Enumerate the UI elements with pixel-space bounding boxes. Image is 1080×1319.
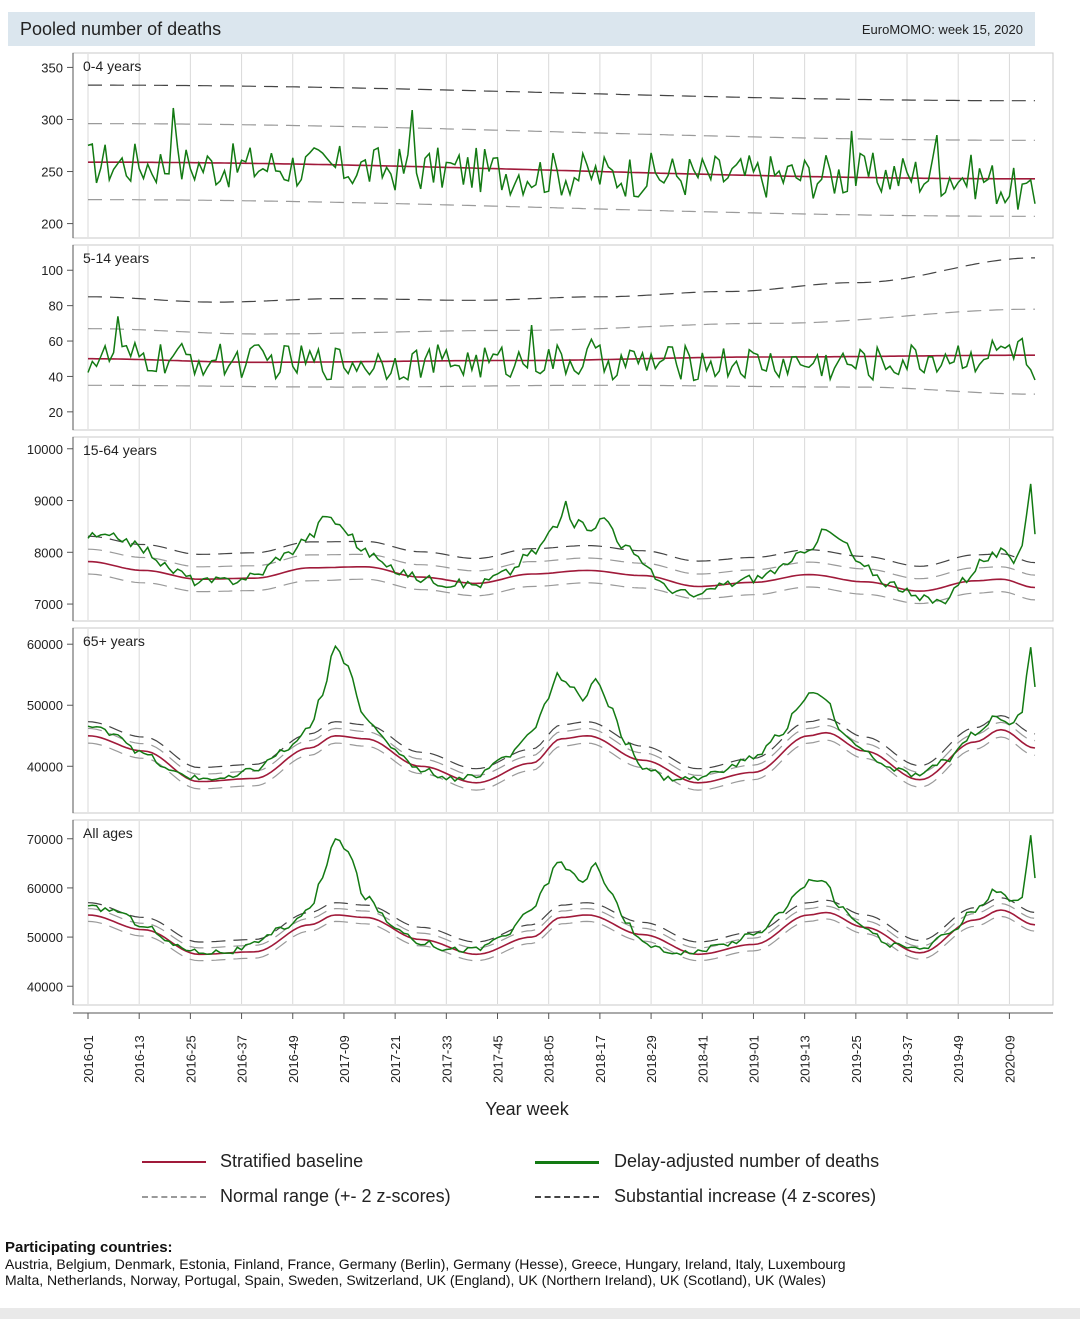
x-tick-label: 2017-33 xyxy=(439,1035,454,1083)
x-tick-label: 2016-49 xyxy=(286,1035,301,1083)
normal-range-lower-line xyxy=(88,199,1035,217)
panel-label: All ages xyxy=(83,825,133,841)
x-tick-label: 2019-25 xyxy=(849,1035,864,1083)
source-label: EuroMOMO: week 15, 2020 xyxy=(861,22,1023,37)
baseline-line xyxy=(87,909,1036,956)
substantial-increase-line xyxy=(87,714,1036,770)
y-tick-label: 100 xyxy=(41,263,63,278)
mortality-chart: 200 250 300 350 0-4 years 20 40 60 80 100 5-14 yea… xyxy=(27,52,1054,1119)
footer-heading: Participating countries: xyxy=(5,1239,173,1256)
panel-frame xyxy=(72,819,1054,1006)
baseline-line xyxy=(87,560,1036,592)
y-tick-label: 250 xyxy=(41,165,63,180)
deaths-line xyxy=(87,483,1036,605)
substantial-increase-line xyxy=(88,84,1035,102)
y-tick-label: 60000 xyxy=(27,881,63,896)
legend-baseline-swatch xyxy=(142,1161,206,1163)
panel-frame xyxy=(72,244,1054,431)
deaths-line xyxy=(87,316,1036,382)
x-axis-title: Year week xyxy=(485,1099,569,1119)
y-tick-label: 7000 xyxy=(34,597,63,612)
y-tick-label: 70000 xyxy=(27,832,63,847)
y-tick-label: 60 xyxy=(49,334,63,349)
x-tick-label: 2019-37 xyxy=(900,1035,915,1083)
substantial-increase-line xyxy=(88,257,1035,303)
y-tick-label: 350 xyxy=(41,60,63,75)
x-tick-label: 2016-25 xyxy=(183,1035,198,1083)
legend-deaths-swatch xyxy=(535,1161,599,1164)
normal-range-lower-line xyxy=(88,384,1035,395)
y-tick-label: 40000 xyxy=(27,759,63,774)
y-tick-label: 50000 xyxy=(27,930,63,945)
footer-countries-line1: Austria, Belgium, Denmark, Estonia, Finl… xyxy=(5,1256,846,1272)
x-tick-label: 2019-01 xyxy=(746,1035,761,1083)
y-tick-label: 50000 xyxy=(27,698,63,713)
legend-normal-label: Normal range (+- 2 z-scores) xyxy=(220,1186,451,1206)
x-tick-label: 2017-21 xyxy=(388,1035,403,1083)
panel-label: 65+ years xyxy=(83,633,145,649)
substantial-increase-line xyxy=(87,535,1036,567)
y-tick-label: 60000 xyxy=(27,637,63,652)
bottom-bar xyxy=(0,1308,1080,1319)
x-tick-label: 2020-09 xyxy=(1002,1035,1017,1083)
y-tick-label: 200 xyxy=(41,217,63,232)
legend-baseline-label: Stratified baseline xyxy=(220,1151,364,1171)
footer-countries-line2: Malta, Netherlands, Norway, Portugal, Sp… xyxy=(5,1272,826,1288)
legend-substantial-label: Substantial increase (4 z-scores) xyxy=(614,1186,877,1206)
panel-label: 0-4 years xyxy=(83,58,141,74)
normal-range-lower-line xyxy=(87,915,1036,962)
legend-deaths-label: Delay-adjusted number of deaths xyxy=(614,1151,880,1171)
x-tick-label: 2018-41 xyxy=(695,1035,710,1083)
y-tick-label: 20 xyxy=(49,405,63,420)
y-tick-label: 300 xyxy=(41,112,63,127)
deaths-line xyxy=(87,835,1036,956)
y-tick-label: 40000 xyxy=(27,979,63,994)
x-tick-label: 2018-05 xyxy=(542,1035,557,1083)
substantial-increase-line xyxy=(87,897,1036,943)
x-tick-label: 2018-29 xyxy=(644,1035,659,1083)
legend-substantial-swatch xyxy=(535,1196,599,1198)
x-tick-label: 2017-09 xyxy=(337,1035,352,1083)
panel-label: 15-64 years xyxy=(83,442,157,458)
normal-range-upper-line xyxy=(88,123,1035,141)
y-tick-label: 9000 xyxy=(34,494,63,509)
y-tick-label: 40 xyxy=(49,369,63,384)
y-tick-label: 80 xyxy=(49,299,63,314)
chart-header: Pooled number of deaths EuroMOMO: week 1… xyxy=(8,12,1035,46)
panel-frame xyxy=(72,627,1054,814)
normal-range-upper-line xyxy=(87,548,1036,580)
baseline-line xyxy=(87,728,1036,784)
x-tick-label: 2018-17 xyxy=(593,1035,608,1083)
panel-label: 5-14 years xyxy=(83,250,149,266)
x-tick-label: 2019-13 xyxy=(798,1035,813,1083)
legend: Stratified baseline Delay-adjusted numbe… xyxy=(0,1140,1080,1220)
x-tick-label: 2017-45 xyxy=(491,1035,506,1083)
normal-range-upper-line xyxy=(87,308,1035,335)
panel-frame xyxy=(72,52,1054,239)
footer: Participating countries: Austria, Belgiu… xyxy=(5,1239,846,1289)
deaths-line xyxy=(87,107,1036,210)
x-tick-label: 2016-01 xyxy=(81,1035,96,1083)
panel-frame xyxy=(72,436,1054,622)
normal-range-lower-line xyxy=(87,573,1036,605)
x-tick-label: 2016-37 xyxy=(235,1035,250,1083)
x-tick-label: 2019-49 xyxy=(951,1035,966,1083)
legend-normal-swatch xyxy=(142,1196,206,1198)
page-title: Pooled number of deaths xyxy=(20,19,222,39)
x-tick-label: 2016-13 xyxy=(132,1035,147,1083)
deaths-line xyxy=(87,644,1036,783)
y-tick-label: 10000 xyxy=(27,442,63,457)
y-tick-label: 8000 xyxy=(34,545,63,560)
normal-range-upper-line xyxy=(87,721,1036,777)
